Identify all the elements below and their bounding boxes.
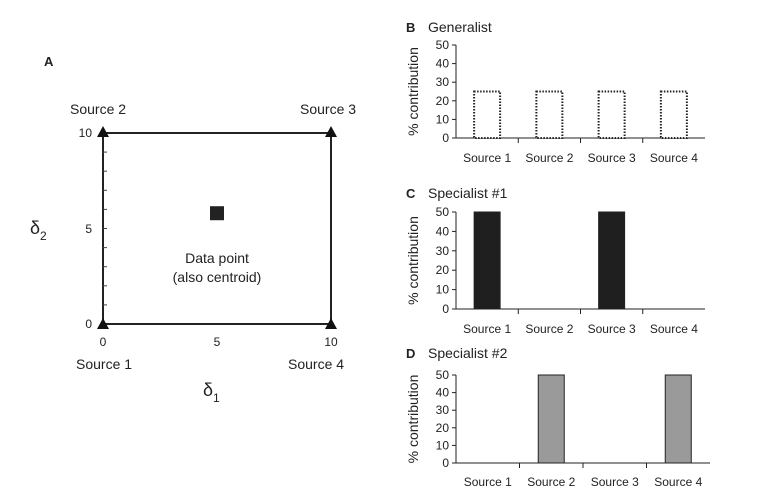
x-tick-5: 5 (214, 335, 221, 349)
bar-source-4 (664, 374, 692, 464)
x-tick-label: Source 2 (527, 475, 575, 489)
y-tick-label: 20 (436, 421, 450, 435)
panel-d: D Specialist #2 0 10 20 30 40 50 % contribution S… (405, 345, 710, 489)
x-tick-label: Source 2 (525, 322, 573, 336)
y-tick-label: 50 (436, 38, 450, 52)
x-tick-label: Source 4 (650, 322, 698, 336)
source-3-marker (325, 126, 337, 137)
y-tick-label: 30 (436, 403, 450, 417)
y-tick-label: 40 (436, 224, 450, 238)
y-tick-label: 20 (436, 263, 450, 277)
x-tick-10: 10 (324, 335, 338, 349)
panel-a-y-minor-ticks (103, 151, 107, 306)
data-point-label: Data point (185, 250, 249, 266)
y-axis-label: % contribution (405, 216, 421, 305)
bar-source-3 (597, 90, 626, 139)
bar-source-1 (473, 211, 501, 310)
panel-a-letter: A (44, 54, 54, 69)
x-tick-0: 0 (100, 335, 107, 349)
y-tick-label: 10 (436, 438, 450, 452)
x-tick-label: Source 1 (464, 475, 512, 489)
y-tick-0: 0 (85, 317, 92, 331)
bar-source-2 (537, 374, 565, 464)
panel-b: B Generalist 0 10 20 30 40 50 % contribution Sour… (405, 19, 705, 165)
source-4-marker (325, 318, 337, 329)
x-tick-label: Source 1 (463, 151, 511, 165)
bar-source-4 (659, 90, 688, 139)
y-tick-label: 30 (436, 244, 450, 258)
bar-source-3 (598, 211, 626, 310)
x-tick-label: Source 3 (591, 475, 639, 489)
panel-b-title: Generalist (428, 19, 492, 35)
data-point-marker (210, 206, 224, 221)
panel-b-letter: B (406, 20, 415, 35)
x-tick-label: Source 1 (463, 322, 511, 336)
y-axis-label: % contribution (405, 47, 421, 136)
x-tick-label: Source 4 (654, 475, 702, 489)
source-2-label: Source 2 (70, 101, 126, 117)
panel-a-square (102, 132, 332, 325)
panel-d-title: Specialist #2 (428, 345, 508, 361)
y-tick-label: 40 (436, 386, 450, 400)
x-tick-label: Source 3 (588, 322, 636, 336)
y-tick-label: 0 (442, 456, 449, 470)
panel-a: A 10 5 0 0 5 10 Source 2 Source 3 Source… (30, 54, 356, 405)
y-tick-label: 10 (436, 112, 450, 126)
source-1-marker (97, 318, 109, 329)
data-point-sublabel: (also centroid) (173, 269, 262, 285)
y-axis-label: % contribution (405, 375, 421, 464)
source-4-label: Source 4 (288, 356, 344, 372)
x-tick-label: Source 3 (588, 151, 636, 165)
y-tick-label: 30 (436, 75, 450, 89)
y-tick-label: 50 (436, 368, 450, 382)
source-2-marker (97, 126, 109, 137)
panel-c-letter: C (406, 186, 416, 201)
y-axis-label: δ2 (30, 218, 47, 243)
panel-d-letter: D (406, 346, 415, 361)
y-tick-5: 5 (85, 222, 92, 236)
y-tick-10: 10 (79, 126, 93, 140)
y-tick-label: 10 (436, 283, 450, 297)
bar-source-1 (473, 90, 502, 139)
x-tick-label: Source 2 (525, 151, 573, 165)
y-tick-label: 20 (436, 94, 450, 108)
y-tick-label: 40 (436, 57, 450, 71)
y-tick-label: 50 (436, 205, 450, 219)
panel-c: C Specialist #1 0 10 20 30 40 50 % contribution S… (405, 185, 705, 336)
y-tick-label: 0 (442, 302, 449, 316)
y-tick-label: 0 (442, 131, 449, 145)
source-1-label: Source 1 (76, 356, 132, 372)
panel-c-title: Specialist #1 (428, 185, 508, 201)
x-axis-label: δ1 (203, 380, 220, 405)
x-tick-label: Source 4 (650, 151, 698, 165)
source-3-label: Source 3 (300, 101, 356, 117)
bar-source-2 (535, 90, 564, 139)
